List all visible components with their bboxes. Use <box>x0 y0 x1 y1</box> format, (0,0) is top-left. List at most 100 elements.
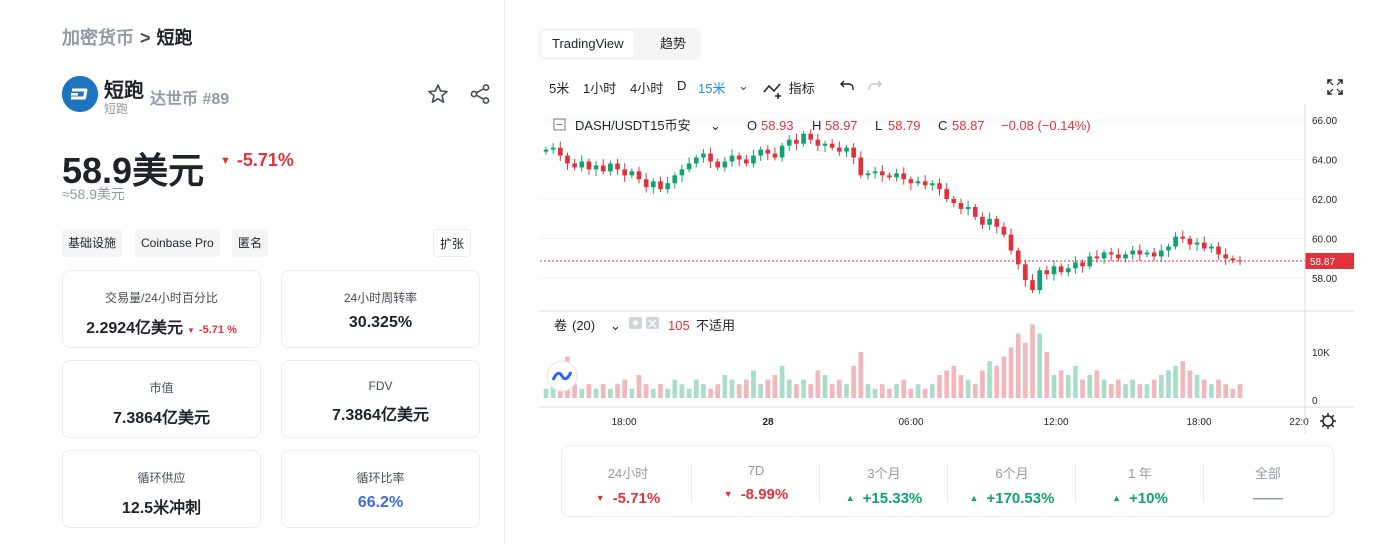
interval-1d[interactable]: D <box>677 78 687 93</box>
candle-body <box>765 149 771 154</box>
volume-na: 不适用 <box>696 318 735 333</box>
tag-anonymous[interactable]: 匿名 <box>232 229 269 257</box>
expand-button[interactable]: 扩张 <box>433 229 472 257</box>
collapse-icon[interactable] <box>553 118 566 131</box>
tag-infrastructure[interactable]: 基础设施 <box>62 229 123 257</box>
volume-bar <box>1101 379 1107 398</box>
fdv-label: FDV <box>368 379 393 393</box>
volume-bar <box>1001 356 1007 398</box>
candle-body <box>1158 250 1164 257</box>
volume-bar <box>837 379 842 398</box>
interval-5m[interactable]: 5米 <box>549 81 570 96</box>
candle-body <box>679 169 685 176</box>
volume-bar <box>922 388 928 398</box>
candlestick-chart[interactable]: 66.00 64.00 62.00 60.00 58.00 58.87 10K 0 18:00 2… <box>540 104 1354 434</box>
candle-body <box>1230 258 1236 261</box>
indicators-button[interactable]: 指标 <box>763 78 815 99</box>
breadcrumb-current: 短跑 <box>156 28 193 48</box>
volume-label[interactable]: 卷 <box>554 318 567 333</box>
volume-bar <box>729 379 735 398</box>
volume-bar <box>1073 365 1078 398</box>
volume-bar <box>779 365 785 398</box>
performance-divider <box>691 464 692 502</box>
volume-bar <box>1216 379 1221 398</box>
volume-bar <box>915 384 921 398</box>
candle-body <box>1101 252 1107 259</box>
chevron-down-icon[interactable]: ⌄ <box>610 318 621 333</box>
chevron-down-icon[interactable]: ⌄ <box>710 118 721 133</box>
performance-value: —— <box>1204 490 1332 507</box>
performance-value-text: +15.33% <box>862 490 923 507</box>
performance-2[interactable]: 3个月 ▲ +15.33% <box>820 446 948 516</box>
volume-bar <box>572 384 577 398</box>
price-axis-tick: 66.00 <box>1312 116 1337 127</box>
candle-body <box>1209 246 1214 249</box>
price-change-value: -5.71% <box>236 150 294 170</box>
volume-bar <box>944 370 949 398</box>
candle-body <box>1166 246 1171 251</box>
settings-gear-icon[interactable] <box>1320 413 1336 429</box>
candle-body <box>801 133 806 144</box>
chevron-down-icon[interactable]: ⌄ <box>738 78 749 93</box>
interval-1h[interactable]: 1小时 <box>583 81 617 96</box>
volume-bar <box>901 379 907 398</box>
candle-body <box>1065 268 1071 273</box>
candle-body <box>865 173 871 176</box>
candle-body <box>951 199 957 204</box>
volume-bar <box>1187 370 1193 398</box>
volume-row: 2.2924亿美元 ▼ -5.71 % <box>63 314 260 338</box>
ohlc-close: 58.87 <box>952 118 985 133</box>
candle-body <box>829 143 835 148</box>
price-axis-tick: 60.00 <box>1312 235 1337 246</box>
performance-0[interactable]: 24小时 ▼ -5.71% <box>564 446 692 516</box>
performance-value: ▲ +15.33% <box>820 490 948 507</box>
performance-1[interactable]: 7D ▼ -8.99% <box>692 446 820 516</box>
chart-panel: TradingView 趋势 5米 1小时 4小时 D 15米 ⌄ 指标 66.… <box>505 0 1374 544</box>
coin-rank: 达世币 #89 <box>150 91 230 108</box>
time-axis-tick: 28 <box>762 417 774 428</box>
volume-bar <box>1037 333 1042 398</box>
share-icon[interactable] <box>468 82 492 106</box>
volume-bar <box>722 375 728 398</box>
candle-body <box>1187 238 1193 245</box>
interval-15m[interactable]: 15米 <box>698 81 726 96</box>
candle-body <box>701 153 706 158</box>
circulating-supply-label: 循环供应 <box>137 471 186 485</box>
coin-name: 短跑 <box>104 80 144 102</box>
time-axis-tick: 18:00 <box>611 417 636 428</box>
fullscreen-icon[interactable] <box>1326 78 1344 99</box>
candle-body <box>972 206 978 217</box>
interval-4h[interactable]: 4小时 <box>630 81 664 96</box>
volume-bar <box>865 384 871 398</box>
redo-icon[interactable] <box>867 78 883 97</box>
tradingview-logo-icon[interactable] <box>546 360 578 392</box>
volume-bar <box>1008 347 1014 398</box>
volume-axis-tick: 0 <box>1312 396 1318 407</box>
performance-5[interactable]: 全部 —— <box>1204 446 1332 516</box>
volume-bar <box>693 379 699 398</box>
chart-symbol[interactable]: DASH/USDT15币安 <box>575 118 691 133</box>
star-icon[interactable] <box>426 82 450 106</box>
tab-tradingview[interactable]: TradingView <box>542 31 634 57</box>
ohlc-change: −0.08 (−0.14%) <box>1001 118 1091 133</box>
candle-body <box>958 203 964 209</box>
ohlc-low-label: L <box>875 118 882 133</box>
tag-coinbase-pro[interactable]: Coinbase Pro <box>135 229 220 257</box>
breadcrumb-root-link[interactable]: 加密货币 <box>62 28 134 48</box>
candle-body <box>1030 280 1035 291</box>
time-axis-tick: 22:0 <box>1289 417 1309 428</box>
candle-body <box>915 181 921 184</box>
tab-trend[interactable]: 趋势 <box>660 36 687 51</box>
volume-bar <box>615 384 620 398</box>
candle-body <box>600 165 606 172</box>
ohlc-open: 58.93 <box>761 118 794 133</box>
volume-bar <box>1230 388 1236 398</box>
volume-bar <box>600 384 606 398</box>
performance-4[interactable]: 1 年 ▲ +10% <box>1076 446 1204 516</box>
last-price-tag <box>1305 252 1354 269</box>
performance-divider <box>819 464 820 502</box>
performance-value: ▼ -8.99% <box>692 486 820 503</box>
volume-bar <box>586 384 592 398</box>
undo-icon[interactable] <box>839 78 855 97</box>
performance-3[interactable]: 6个月 ▲ +170.53% <box>948 446 1076 516</box>
